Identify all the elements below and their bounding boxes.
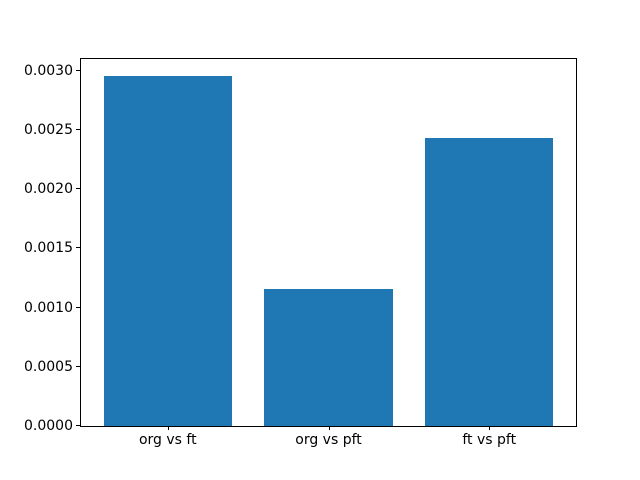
y-tick-mark <box>76 425 80 426</box>
plot-area <box>80 58 577 427</box>
y-tick-label: 0.0025 <box>24 122 73 139</box>
x-tick-mark <box>489 426 490 430</box>
bar-org-vs-pft <box>264 288 393 426</box>
y-tick-label: 0.0030 <box>24 62 73 79</box>
y-tick-label: 0.0000 <box>24 418 73 434</box>
y-tick-label: 0.0015 <box>24 240 73 257</box>
y-tick-mark <box>76 188 80 189</box>
y-tick-mark <box>76 247 80 248</box>
x-tick-mark <box>168 426 169 430</box>
y-tick-label: 0.0010 <box>24 299 73 316</box>
bar-org-vs-ft <box>103 75 233 426</box>
x-tick-label: org vs ft <box>138 432 197 448</box>
bar-ft-vs-pft <box>424 138 554 426</box>
x-tick-mark <box>329 426 330 430</box>
x-tick-label: org vs pft <box>295 432 362 448</box>
x-tick-label: ft vs pft <box>462 432 517 448</box>
y-tick-mark <box>76 70 80 71</box>
y-tick-mark <box>76 366 80 367</box>
y-tick-label: 0.0020 <box>24 181 73 198</box>
y-tick-mark <box>76 307 80 308</box>
y-tick-label: 0.0005 <box>24 358 73 375</box>
y-tick-mark <box>76 129 80 130</box>
